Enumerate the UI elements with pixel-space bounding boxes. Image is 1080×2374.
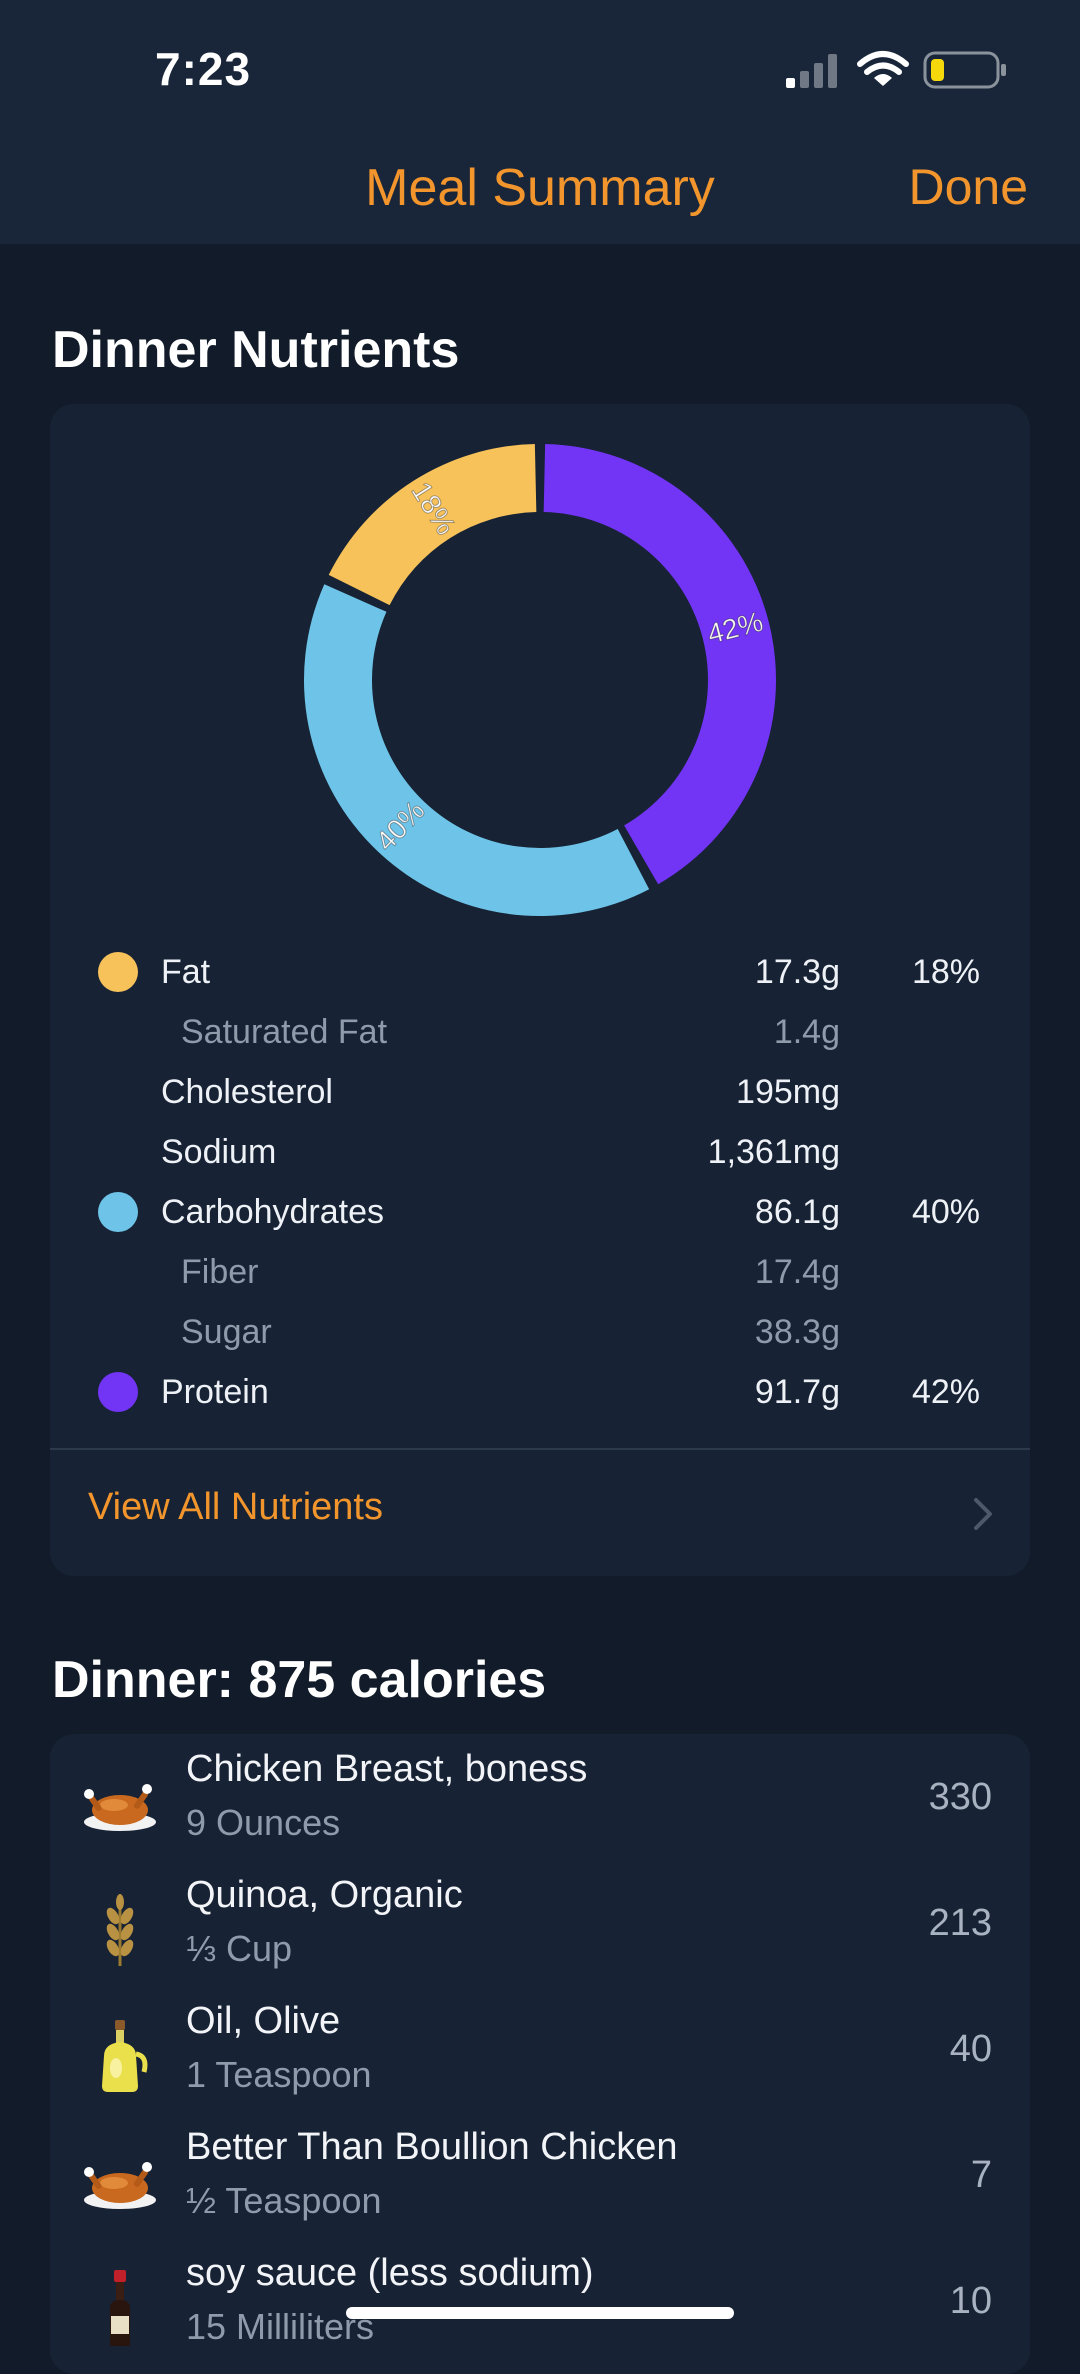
nutrient-percent: 42%: [911, 1373, 980, 1411]
nutrient-label: Protein: [161, 1373, 269, 1411]
nutrient-percent: 18%: [911, 953, 980, 991]
wifi-icon: [857, 51, 909, 86]
legend-dot: [98, 1192, 138, 1232]
food-calories: 40: [949, 2028, 992, 2070]
food-calories: 10: [949, 2280, 992, 2322]
nutrient-row: Fiber 17.4g: [50, 1242, 1030, 1302]
nutrients-section-title: Dinner Nutrients: [52, 321, 460, 379]
nutrient-label: Sugar: [181, 1313, 272, 1351]
nutrient-row: Fat 17.3g 18%: [50, 942, 1030, 1002]
food-item[interactable]: Oil, Olive 1 Teaspoon 40: [50, 1992, 1030, 2118]
donut-slice-carbohydrates: [304, 584, 650, 917]
nutrient-label: Sodium: [161, 1133, 277, 1171]
food-calories: 330: [928, 1776, 992, 1818]
cellular-signal-icon: [786, 54, 837, 88]
foods-card: Chicken Breast, boness 9 Ounces 330 Quinoa,…: [50, 1734, 1030, 2374]
nutrient-label: Carbohydrates: [161, 1193, 385, 1231]
food-item[interactable]: Chicken Breast, boness 9 Ounces 330: [50, 1740, 1030, 1866]
nutrient-value: 38.3g: [754, 1313, 840, 1351]
donut-slice-protein: [543, 444, 776, 885]
nutrient-value: 1,361mg: [707, 1133, 840, 1171]
done-button[interactable]: Done: [908, 159, 1028, 215]
roast-chicken-icon: [84, 1784, 156, 1831]
nutrient-value: 1.4g: [773, 1013, 840, 1051]
sauce-bottle-icon: [110, 2270, 130, 2346]
grain-icon: [106, 1894, 134, 1966]
nutrient-row: Protein 91.7g 42%: [50, 1362, 1030, 1422]
food-calories: 213: [928, 1902, 992, 1944]
nutrient-row: Sodium 1,361mg: [50, 1122, 1030, 1182]
food-name: soy sauce (less sodium): [186, 2252, 594, 2294]
donut-slice-fat: [328, 444, 537, 606]
food-item[interactable]: Quinoa, Organic ⅓ Cup 213: [50, 1866, 1030, 1992]
nutrient-label: Saturated Fat: [181, 1013, 388, 1051]
macro-donut-chart: 42%40%18%: [304, 444, 776, 917]
nutrient-row: Cholesterol 195mg: [50, 1062, 1030, 1122]
nutrient-percent: 40%: [911, 1193, 980, 1231]
nutrient-row: Carbohydrates 86.1g 40%: [50, 1182, 1030, 1242]
nutrient-value: 91.7g: [754, 1373, 840, 1411]
olive-oil-icon: [102, 2020, 148, 2092]
food-item[interactable]: Better Than Boullion Chicken ½ Teaspoon 7: [50, 2118, 1030, 2244]
food-amount: 1 Teaspoon: [186, 2054, 372, 2095]
meal-calories-title: Dinner: 875 calories: [52, 1651, 547, 1709]
food-amount: ⅓ Cup: [186, 1928, 293, 1969]
nav-bar: Meal Summary Done: [0, 140, 1080, 244]
legend-dot: [98, 952, 138, 992]
nutrients-card: 42% 40% 18% Fat 17.3g 18% Saturated Fat 1.4g Ch…: [50, 404, 1030, 1576]
status-bar: 7:23: [0, 0, 1080, 140]
status-icons: [786, 50, 1016, 90]
nutrient-value: 17.3g: [754, 953, 840, 991]
nutrient-value: 17.4g: [754, 1253, 840, 1291]
nutrient-label: Fat: [161, 953, 211, 991]
divider: [50, 1448, 1030, 1450]
food-name: Better Than Boullion Chicken: [186, 2126, 678, 2168]
chevron-right-icon[interactable]: [972, 1496, 994, 1532]
food-name: Oil, Olive: [186, 2000, 341, 2042]
status-time: 7:23: [155, 43, 252, 95]
view-all-nutrients-link[interactable]: View All Nutrients: [88, 1486, 383, 1528]
roast-chicken-icon: [84, 2162, 156, 2209]
legend-dot: [98, 1372, 138, 1412]
nutrient-value: 86.1g: [754, 1193, 840, 1231]
food-amount: 9 Ounces: [186, 1802, 341, 1843]
food-amount: ½ Teaspoon: [186, 2180, 382, 2221]
food-calories: 7: [970, 2154, 992, 2196]
nutrient-value: 195mg: [736, 1073, 840, 1111]
nutrient-row: Saturated Fat 1.4g: [50, 1002, 1030, 1062]
battery-icon: [923, 51, 1006, 89]
nutrient-label: Fiber: [181, 1253, 259, 1291]
nutrient-label: Cholesterol: [161, 1073, 333, 1111]
food-name: Chicken Breast, boness: [186, 1748, 588, 1790]
page-title: Meal Summary: [365, 159, 715, 217]
food-item[interactable]: soy sauce (less sodium) 15 Milliliters 10: [50, 2244, 1030, 2370]
home-indicator[interactable]: [346, 2307, 734, 2319]
nutrient-row: Sugar 38.3g: [50, 1302, 1030, 1362]
food-name: Quinoa, Organic: [186, 1874, 463, 1916]
